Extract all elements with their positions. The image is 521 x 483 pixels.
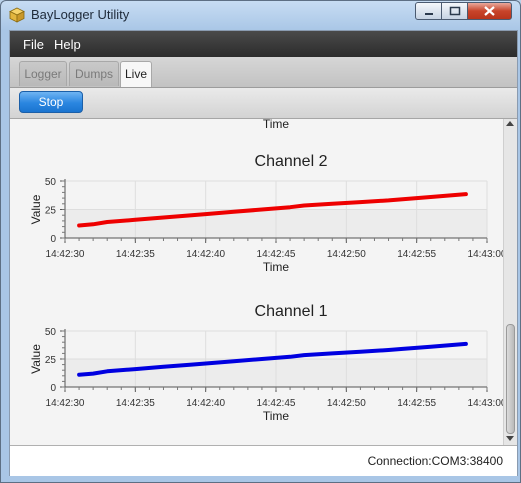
close-button[interactable] xyxy=(467,2,512,20)
chart-1-x-tick-label-2: 14:42:40 xyxy=(186,249,225,260)
tab-bar: Logger Dumps Live xyxy=(10,57,517,88)
chart-1-title: Channel 2 xyxy=(255,153,328,170)
chart-2-title: Channel 1 xyxy=(255,303,328,320)
toolbar: Stop xyxy=(10,88,517,119)
scroll-down-icon[interactable] xyxy=(504,433,516,443)
tab-logger[interactable]: Logger xyxy=(19,61,67,86)
chart-2-y-axis-label: Value xyxy=(29,344,43,374)
charts-canvas: Time Channel 2 0 25 50 14:42:30 14:42:35 14:42… xyxy=(29,119,507,423)
window-title: BayLogger Utility xyxy=(31,7,130,22)
vertical-scrollbar[interactable] xyxy=(503,119,517,445)
chart-1-x-tick-label-4: 14:42:50 xyxy=(327,249,366,260)
chart-2-y-tick-label-1: 25 xyxy=(45,355,57,366)
charts-scroll-area[interactable]: Time Channel 2 0 25 50 14:42:30 14:42:35 14:42… xyxy=(10,119,517,445)
scrollbar-thumb[interactable] xyxy=(506,324,515,434)
menu-file[interactable]: File xyxy=(23,37,44,52)
tab-dumps[interactable]: Dumps xyxy=(69,61,119,86)
title-bar[interactable]: BayLogger Utility xyxy=(1,1,520,29)
chart-1-x-tick-label-6: 14:43:00 xyxy=(468,249,503,260)
chart-2-x-axis-label: Time xyxy=(263,409,290,423)
chart-2-x-tick-label-6: 14:43:00 xyxy=(468,398,503,409)
app-icon xyxy=(9,7,25,23)
chart-1-x-tick-label-1: 14:42:35 xyxy=(116,249,155,260)
chart-2-x-tick-label-2: 14:42:40 xyxy=(186,398,225,409)
chart-1-x-tick-label-5: 14:42:55 xyxy=(397,249,436,260)
chart-1-y-tick-label-0: 0 xyxy=(50,234,56,245)
chart-1-y-tick-label-1: 25 xyxy=(45,206,57,217)
maximize-button[interactable] xyxy=(441,2,468,20)
maximize-icon xyxy=(449,6,461,16)
chart-2-x-tick-label-4: 14:42:50 xyxy=(327,398,366,409)
minimize-button[interactable] xyxy=(415,2,442,20)
chart-2-x-tick-label-0: 14:42:30 xyxy=(46,398,85,409)
chart-1-y-tick-label-2: 50 xyxy=(45,177,57,188)
chart-1-y-axis-label: Value xyxy=(29,194,43,224)
menu-bar: File Help xyxy=(10,31,517,57)
chart-2-x-tick-label-1: 14:42:35 xyxy=(116,398,155,409)
client-area: File Help Logger Dumps Live Stop Time Ch… xyxy=(9,30,518,476)
chart-2-y-tick-label-2: 50 xyxy=(45,327,57,338)
chart-2-y-tick-label-0: 0 xyxy=(50,383,56,394)
connection-status: Connection:COM3:38400 xyxy=(367,454,503,468)
chart-2-x-tick-label-5: 14:42:55 xyxy=(397,398,436,409)
chart-1-x-tick-label-3: 14:42:45 xyxy=(257,249,296,260)
top-partial-axis-label: Time xyxy=(263,119,290,131)
menu-help[interactable]: Help xyxy=(54,37,81,52)
scroll-up-icon[interactable] xyxy=(504,119,516,129)
chart-1-x-axis-label: Time xyxy=(263,260,290,274)
close-icon xyxy=(484,6,495,16)
chart-2-x-tick-label-3: 14:42:45 xyxy=(257,398,296,409)
status-bar: Connection:COM3:38400 xyxy=(10,445,517,476)
chart-1-x-tick-label-0: 14:42:30 xyxy=(46,249,85,260)
tab-live[interactable]: Live xyxy=(120,61,152,87)
stop-button[interactable]: Stop xyxy=(19,91,83,113)
minimize-icon xyxy=(425,13,433,15)
